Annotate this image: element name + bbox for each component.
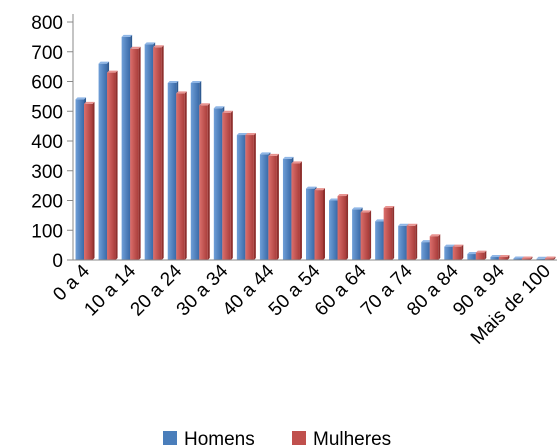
legend-swatch-homens — [163, 431, 177, 445]
y-axis: 0 100 200 300 400 500 600 700 800 — [31, 13, 74, 272]
y-tick-label: 800 — [31, 13, 63, 34]
y-tick-label: 600 — [31, 73, 63, 94]
bar-mulheres-12 — [360, 210, 372, 260]
y-tick-label: 100 — [31, 221, 63, 242]
legend-swatch-mulheres — [292, 431, 306, 445]
bar-mulheres-17 — [475, 250, 487, 260]
y-tick-label: 700 — [31, 43, 63, 64]
bar-mulheres-14 — [406, 223, 418, 260]
bar-mulheres-20 — [544, 256, 556, 260]
bar-mulheres-10 — [314, 188, 325, 260]
y-tick-label: 0 — [52, 251, 63, 272]
bar-mulheres-0 — [84, 101, 95, 260]
bar-mulheres-1 — [107, 70, 118, 260]
bar-mulheres-15 — [429, 234, 441, 260]
bar-mulheres-4 — [176, 91, 187, 261]
bar-mulheres-5 — [199, 103, 210, 260]
bar-mulheres-13 — [383, 205, 395, 260]
bar-mulheres-16 — [452, 244, 464, 260]
legend-label-homens: Homens — [184, 429, 255, 448]
bar-mulheres-6 — [222, 110, 233, 260]
bar-mulheres-7 — [245, 133, 256, 260]
bar-mulheres-3 — [153, 45, 164, 260]
legend-label-mulheres: Mulheres — [313, 429, 391, 448]
y-tick-label: 200 — [31, 192, 63, 213]
bar-mulheres-9 — [291, 161, 302, 260]
bar-mulheres-19 — [521, 256, 533, 260]
bar-mulheres-2 — [130, 46, 141, 261]
bar-mulheres-8 — [268, 153, 279, 260]
y-tick-label: 500 — [31, 102, 63, 123]
bar-mulheres-11 — [337, 194, 349, 260]
bar-mulheres-18 — [498, 255, 510, 260]
y-tick-label: 300 — [31, 162, 63, 183]
bar-series — [75, 34, 556, 261]
legend: Homens Mulheres — [163, 429, 391, 448]
y-tick-label: 400 — [31, 132, 63, 153]
